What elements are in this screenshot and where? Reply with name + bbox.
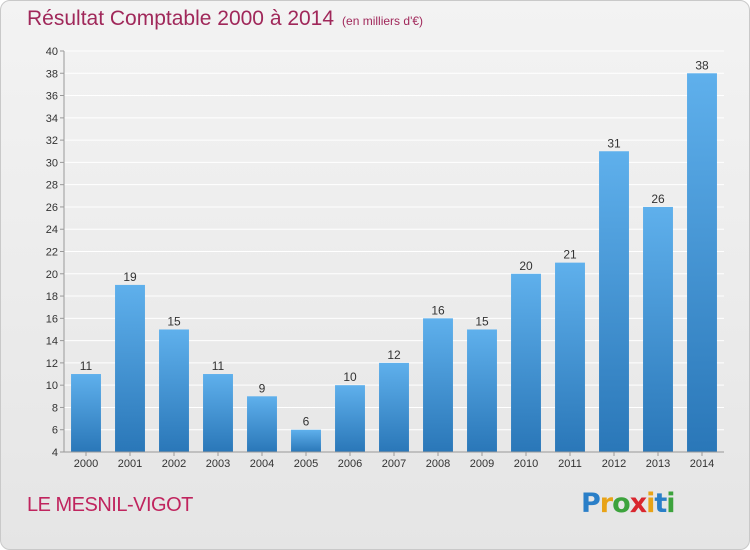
- logo-letter: i: [646, 488, 655, 519]
- bar-2005: [291, 429, 321, 452]
- y-tick-label: 18: [46, 291, 58, 303]
- chart-title-text: Résultat Comptable 2000 à 2014: [27, 7, 335, 30]
- bar-2003: [203, 374, 233, 452]
- labels: 4 6 8 10 12 14 16 18 20 22 24 26 28 30 32 34 36 38 40 11 200…: [46, 46, 714, 470]
- y-tick-label: 26: [46, 202, 58, 214]
- bar-value-label: 9: [259, 381, 266, 395]
- x-tick-label: 2007: [382, 458, 406, 470]
- x-tick-label: 2008: [426, 458, 450, 470]
- y-tick-label: 10: [46, 380, 58, 392]
- x-tick-label: 2001: [118, 458, 142, 470]
- bar-value-label: 11: [80, 359, 93, 373]
- x-tick-label: 2003: [206, 458, 230, 470]
- bar-2013: [643, 206, 673, 452]
- bar-2007: [379, 362, 409, 452]
- x-tick-label: 2013: [646, 458, 670, 470]
- y-tick-label: 36: [46, 91, 58, 103]
- y-tick-label: 28: [46, 180, 58, 192]
- bar-2006: [335, 385, 365, 452]
- y-tick-label: 20: [46, 269, 58, 281]
- y-tick-label: 30: [46, 157, 58, 169]
- y-tick-label: 8: [52, 402, 58, 414]
- y-tick-label: 34: [46, 113, 58, 125]
- y-tick-label: 32: [46, 135, 58, 147]
- bar-value-label: 19: [123, 270, 137, 284]
- chart-subtitle: (en milliers d'€): [342, 14, 424, 28]
- bar-2002: [159, 329, 189, 452]
- logo-letter: i: [666, 488, 675, 519]
- x-tick-label: 2010: [514, 458, 538, 470]
- bar-2011: [555, 262, 585, 452]
- logo-letter: r: [599, 488, 613, 519]
- y-tick-label: 22: [46, 247, 58, 259]
- y-tick-label: 40: [46, 46, 58, 58]
- logo-letter: o: [612, 488, 631, 519]
- y-tick-label: 38: [46, 68, 58, 80]
- logo-letter: x: [629, 488, 647, 519]
- bar-value-label: 6: [303, 415, 310, 429]
- bar-value-label: 31: [607, 136, 621, 150]
- bar-value-label: 15: [475, 314, 489, 328]
- bar-value-label: 15: [167, 314, 181, 328]
- bar-value-label: 12: [387, 348, 401, 362]
- logo-letter: P: [581, 488, 601, 519]
- x-tick-label: 2014: [690, 458, 714, 470]
- x-tick-label: 2012: [602, 458, 626, 470]
- axes: [60, 50, 724, 456]
- bar-2000: [71, 374, 101, 452]
- chart-title: Résultat Comptable 2000 à 2014 (en millie…: [27, 7, 423, 31]
- bar-2012: [599, 151, 629, 452]
- bar-value-label: 11: [212, 359, 225, 373]
- x-tick-label: 2006: [338, 458, 362, 470]
- bar-value-label: 10: [343, 370, 357, 384]
- bar-2010: [511, 273, 541, 452]
- bar-2008: [423, 318, 453, 452]
- bars: [71, 73, 717, 453]
- x-tick-label: 2009: [470, 458, 494, 470]
- commune-name: LE MESNIL-VIGOT: [27, 494, 193, 516]
- bar-2004: [247, 396, 277, 452]
- y-tick-label: 14: [46, 336, 58, 348]
- bar-2014: [687, 73, 717, 453]
- y-tick-label: 12: [46, 358, 58, 370]
- bar-value-label: 26: [651, 192, 665, 206]
- bar-2001: [115, 284, 145, 452]
- bar-value-label: 16: [431, 303, 445, 317]
- bar-value-label: 20: [519, 259, 533, 273]
- y-tick-label: 6: [52, 425, 58, 437]
- x-tick-label: 2004: [250, 458, 274, 470]
- y-tick-label: 16: [46, 313, 58, 325]
- logo-letter: t: [654, 488, 667, 519]
- x-tick-label: 2000: [74, 458, 98, 470]
- x-tick-label: 2011: [558, 458, 582, 470]
- y-tick-label: 24: [46, 224, 58, 236]
- bar-2009: [467, 329, 497, 452]
- bar-value-label: 38: [695, 58, 709, 72]
- x-tick-label: 2005: [294, 458, 318, 470]
- x-tick-label: 2002: [162, 458, 186, 470]
- bar-value-label: 21: [563, 248, 577, 262]
- y-tick-label: 4: [52, 447, 58, 459]
- proxiti-logo: Proxiti: [581, 488, 676, 519]
